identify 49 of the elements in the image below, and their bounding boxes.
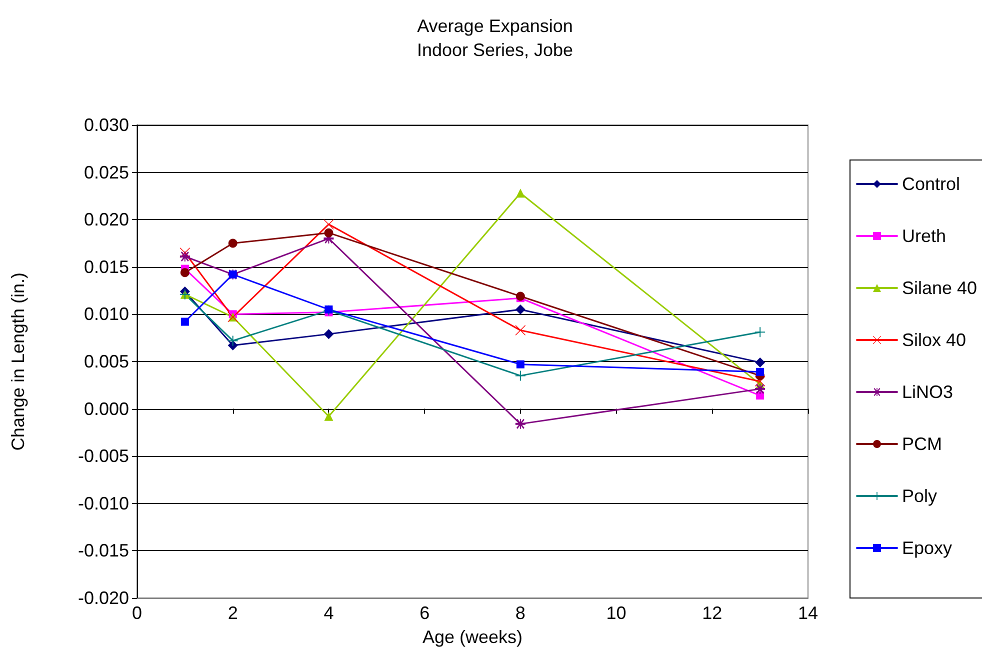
- x-tick-label: 2: [228, 603, 238, 623]
- point: [515, 304, 526, 314]
- point: [228, 238, 238, 248]
- y-axis-title: Change in Length (in.): [8, 272, 28, 451]
- legend-label: PCM: [902, 434, 942, 454]
- x-tick-label: 12: [702, 603, 722, 623]
- chart-subtitle: Indoor Series, Jobe: [416, 40, 574, 60]
- legend-label: Epoxy: [902, 538, 952, 558]
- x-tick-label: 0: [132, 603, 142, 623]
- point: [228, 340, 238, 350]
- x-tick-label: 6: [420, 603, 430, 623]
- point: [516, 360, 524, 368]
- point: [755, 357, 766, 368]
- y-tick-label: 0.010: [84, 304, 129, 324]
- legend-label: LiNO3: [902, 382, 954, 402]
- legend-label: Poly: [902, 486, 938, 506]
- y-tick-label: 0.015: [84, 256, 129, 277]
- point: [228, 336, 238, 346]
- x-axis-title: Age (weeks): [422, 627, 523, 647]
- legend-label: Silox 40: [902, 330, 966, 350]
- point: [180, 318, 189, 326]
- x-tick-label: 4: [324, 603, 334, 623]
- point: [516, 188, 525, 198]
- point: [755, 327, 766, 338]
- y-tick-label: -0.020: [78, 588, 129, 608]
- y-tick-label: -0.015: [78, 540, 129, 561]
- point: [516, 292, 525, 301]
- y-tick-label: 0.000: [84, 398, 129, 419]
- x-tick-label: 8: [515, 603, 526, 623]
- legend-label: Ureth: [902, 226, 946, 246]
- y-tick-label: 0.005: [84, 352, 129, 372]
- x-tick-label: 10: [606, 603, 626, 623]
- point: [515, 325, 526, 336]
- point: [756, 368, 764, 376]
- point: [180, 268, 190, 278]
- legend-label: Silane 40: [902, 278, 978, 298]
- y-tick-label: 0.025: [84, 162, 129, 182]
- point: [324, 219, 334, 230]
- point: [324, 329, 334, 340]
- point: [324, 228, 334, 238]
- legend-label: Control: [902, 174, 960, 194]
- point: [515, 370, 526, 381]
- y-tick-label: 0.020: [84, 210, 129, 230]
- y-tick-label: 0.030: [84, 115, 129, 135]
- chart-title: Average Expansion: [417, 16, 573, 36]
- point: [324, 412, 334, 421]
- x-tick-label: 14: [798, 603, 818, 623]
- y-tick-label: -0.010: [78, 493, 129, 514]
- y-tick-label: -0.005: [78, 446, 129, 466]
